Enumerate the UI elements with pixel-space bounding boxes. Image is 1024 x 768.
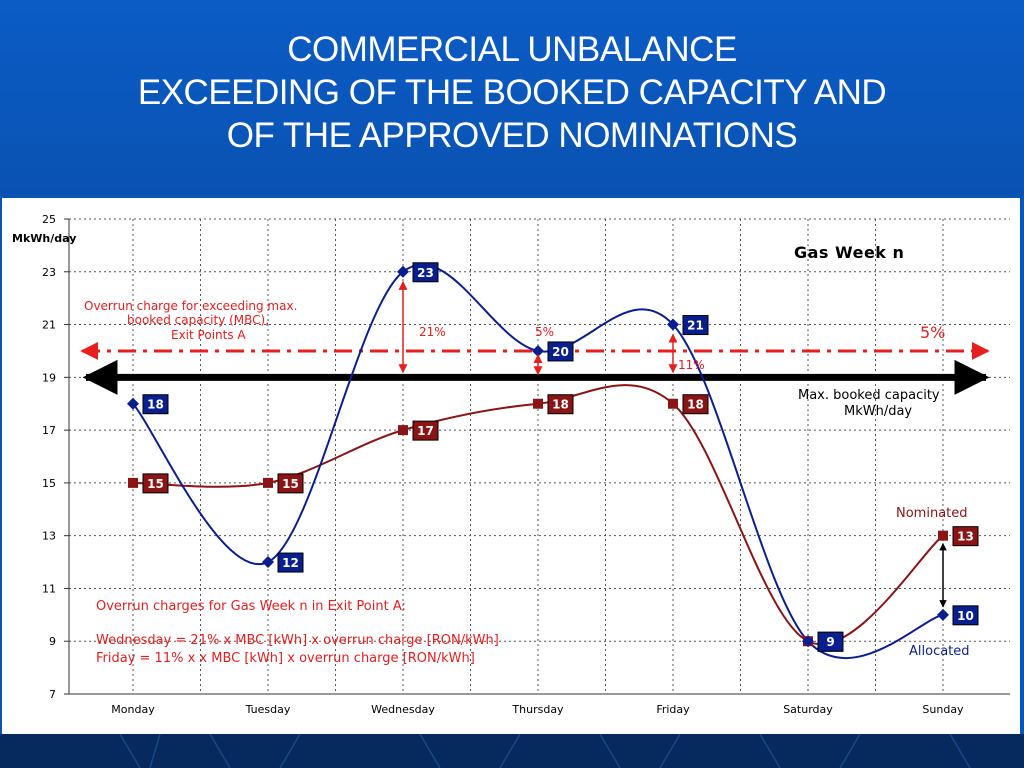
nominated-value-box: [412, 420, 439, 441]
x-tick-label: Monday: [111, 703, 155, 716]
allocated-value-label: 10: [957, 609, 974, 623]
allocated-value-box: [142, 394, 169, 415]
annotation-friday-pct: 11%: [678, 358, 705, 372]
nominated-value-label: 18: [552, 398, 569, 412]
legend-allocated: Allocated: [909, 644, 970, 659]
allocated-value-label: 12: [282, 556, 299, 570]
allocated-value-box: [277, 552, 304, 573]
x-tick-label: Thursday: [511, 703, 564, 716]
nominated-value-box: [277, 473, 304, 494]
allocated-value-label: 18: [147, 398, 164, 412]
allocated-value-box: [547, 341, 574, 362]
y-tick-label: 17: [42, 424, 56, 437]
x-tick-label: Friday: [656, 703, 690, 716]
x-axis-ticks: Monday Tuesday Wednesday Thursday Friday Satu…: [111, 703, 964, 716]
grid: [69, 218, 1010, 694]
nominated-point: [938, 530, 948, 541]
y-tick-label: 13: [42, 530, 56, 543]
nominated-value-box: [142, 473, 169, 494]
nominated-point: [398, 425, 408, 436]
booked-capacity-label-1: Max. booked capacity: [798, 388, 940, 403]
nominated-value-box: [682, 394, 709, 415]
allocated-point: [937, 608, 949, 621]
nominated-value-label: 15: [147, 477, 164, 491]
chart-panel: 7 9 11 13 15 17 19 21 23 25 Monday Tuesday Wednesda…: [2, 198, 1020, 734]
allocated-point: [262, 556, 274, 569]
allocated-markers: 18 12 23 20 21 9 10: [127, 262, 979, 652]
nominated-point: [668, 398, 678, 409]
y-axis-label: MkWh/day: [12, 232, 76, 245]
nominated-point: [128, 477, 138, 488]
tolerance-label: 5%: [920, 323, 945, 342]
annotation-wednesday-pct: 21%: [419, 325, 446, 339]
nominated-value-box: [547, 394, 574, 415]
allocated-value-box: [682, 315, 709, 336]
y-tick-label: 23: [42, 266, 56, 279]
allocated-value-label: 20: [552, 345, 569, 359]
allocated-point: [532, 344, 544, 357]
slide-title-line-2: EXCEEDING OF THE BOOKED CAPACITY AND: [137, 73, 887, 112]
allocated-point: [667, 318, 679, 331]
allocated-value-box: [412, 262, 439, 283]
allocated-value-box: [817, 631, 844, 652]
allocated-point: [127, 397, 139, 410]
y-tick-label: 11: [42, 582, 56, 595]
allocated-value-label: 21: [687, 319, 704, 333]
overrun-header-line-1: Overrun charge for exceeding max.: [84, 299, 297, 313]
y-tick-label: 19: [42, 371, 56, 384]
nominated-point: [533, 398, 543, 409]
nominated-markers: 15 15 17 18 18 9 13: [128, 394, 979, 652]
allocated-value-box: [952, 605, 979, 626]
y-tick-label: 15: [42, 477, 56, 490]
annotation-thursday-pct: 5%: [535, 325, 554, 339]
allocated-value-label: 9: [826, 635, 834, 649]
slide-title-line-3: OF THE APPROVED NOMINATIONS: [226, 116, 798, 155]
x-tick-label: Sunday: [922, 703, 964, 716]
charges-title: Overrun charges for Gas Week n in Exit P…: [96, 599, 406, 614]
y-tick-label: 21: [42, 319, 56, 332]
nominated-value-label: 15: [282, 477, 299, 491]
legend-nominated: Nominated: [896, 506, 968, 521]
slide-header: COMMERCIAL UNBALANCE EXCEEDING OF THE BO…: [0, 0, 1024, 196]
charges-line-2: Friday = 11% x x MBC [kWh] x overrun cha…: [96, 651, 475, 666]
nominated-point: [263, 477, 273, 488]
nominated-value-label: 18: [687, 398, 704, 412]
slide-title: COMMERCIAL UNBALANCE EXCEEDING OF THE BO…: [0, 28, 1024, 157]
chart-title: Gas Week n: [794, 243, 904, 262]
allocated-point: [802, 635, 814, 648]
charges-line-1: Wednesday = 21% x MBC [kWh] x overrun ch…: [96, 633, 499, 648]
y-tick-label: 7: [49, 688, 56, 701]
booked-capacity-label-2: MkWh/day: [844, 404, 912, 419]
overrun-arrows: [398, 280, 947, 608]
y-tick-label: 25: [42, 213, 56, 226]
slide-footer: [0, 734, 1024, 768]
x-tick-label: Tuesday: [245, 703, 291, 716]
nominated-value-label: 17: [417, 424, 434, 438]
allocated-point: [397, 265, 409, 278]
nominated-value-box: [952, 526, 979, 547]
footer-pattern: [119, 734, 971, 768]
slide-title-line-1: COMMERCIAL UNBALANCE: [287, 30, 737, 69]
x-tick-label: Saturday: [783, 703, 833, 716]
gas-week-chart: 7 9 11 13 15 17 19 21 23 25 Monday Tuesday Wednesda…: [12, 213, 1010, 716]
overrun-header-line-2: booked capacity (MBC),: [127, 313, 269, 327]
x-tick-label: Wednesday: [371, 703, 435, 716]
overrun-header-line-3: Exit Points A: [171, 328, 246, 342]
y-tick-label: 9: [49, 635, 56, 648]
y-axis-ticks: 7 9 11 13 15 17 19 21 23 25: [42, 213, 69, 701]
nominated-value-label: 13: [957, 530, 974, 544]
allocated-value-label: 23: [417, 266, 434, 280]
